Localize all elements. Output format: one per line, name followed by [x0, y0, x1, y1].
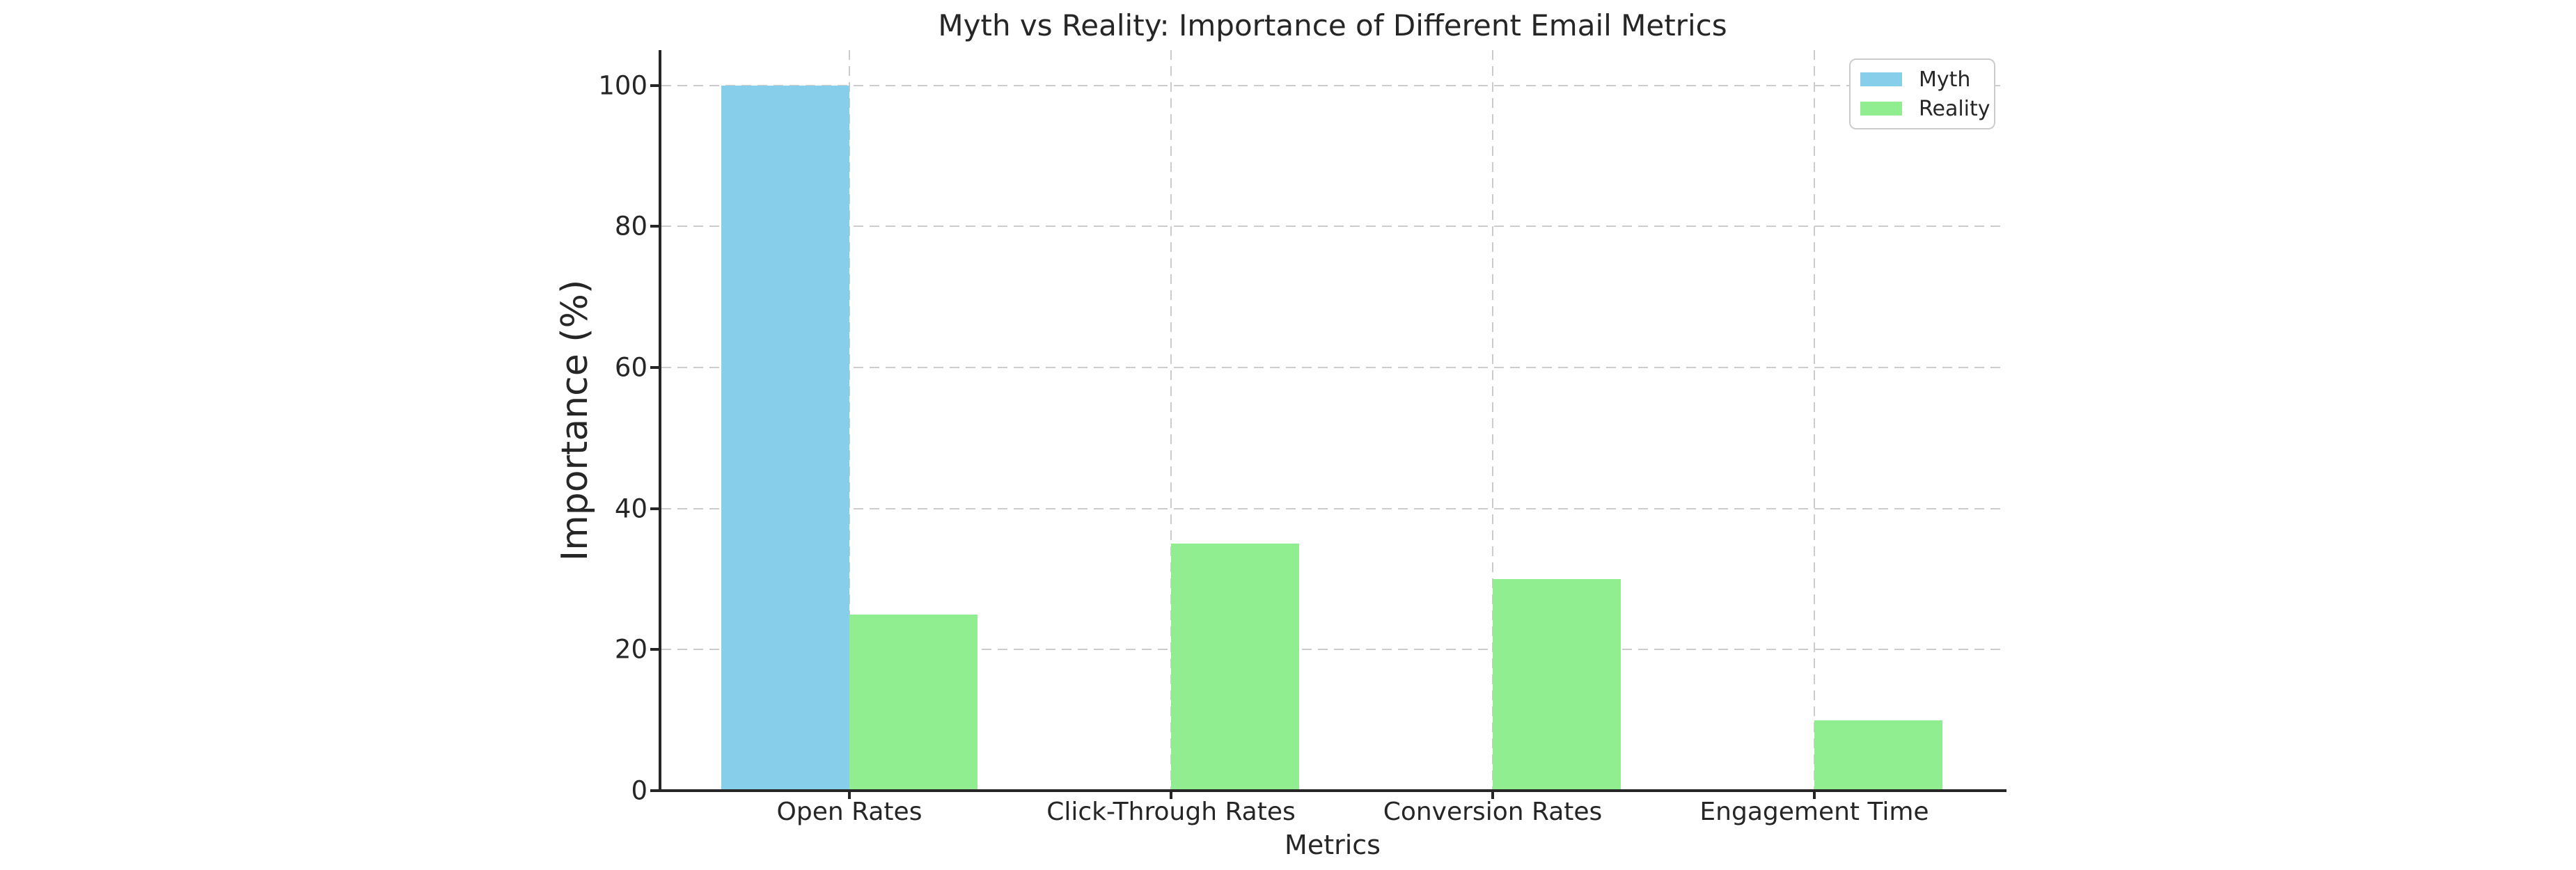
- gridline-x-open-rates: [849, 50, 850, 791]
- y-tick-mark-100: [650, 84, 660, 87]
- chart-title: Myth vs Reality: Importance of Different…: [938, 8, 1727, 42]
- y-tick-label-40: 40: [614, 493, 647, 524]
- bar-reality-open-rates: [849, 614, 977, 791]
- x-tick-mark-engagement-time: [1813, 791, 1816, 799]
- legend-label-myth: Myth: [1919, 67, 1971, 92]
- y-tick-label-0: 0: [631, 775, 647, 806]
- y-axis-spine: [659, 50, 661, 791]
- gridline-y-60: [661, 367, 2005, 368]
- gridline-x-conversion-rates: [1492, 50, 1493, 791]
- x-tick-label-open-rates: Open Rates: [776, 798, 922, 826]
- x-tick-label-conversion-rates: Conversion Rates: [1383, 798, 1603, 826]
- y-tick-label-60: 60: [614, 352, 647, 383]
- x-tick-mark-click-through-rates: [1170, 791, 1172, 799]
- y-tick-label-100: 100: [598, 70, 647, 101]
- y-tick-mark-40: [650, 507, 660, 510]
- x-axis-spine: [659, 789, 2006, 792]
- legend-swatch-reality-icon: [1860, 102, 1902, 116]
- legend: Myth Reality: [1849, 58, 1995, 129]
- x-tick-mark-conversion-rates: [1491, 791, 1494, 799]
- gridline-y-100: [661, 84, 2005, 86]
- legend-item-reality: Reality: [1859, 97, 1990, 121]
- legend-swatch-myth-icon: [1860, 72, 1902, 86]
- legend-label-reality: Reality: [1919, 96, 1990, 121]
- x-tick-label-engagement-time: Engagement Time: [1699, 798, 1929, 826]
- y-tick-label-80: 80: [614, 211, 647, 242]
- gridline-x-click-through-rates: [1170, 50, 1172, 791]
- x-tick-label-click-through-rates: Click-Through Rates: [1046, 798, 1296, 826]
- bar-myth-open-rates: [721, 85, 849, 791]
- x-axis-label: Metrics: [1285, 830, 1381, 860]
- gridline-x-engagement-time: [1814, 50, 1815, 791]
- y-tick-label-20: 20: [614, 634, 647, 665]
- y-tick-mark-60: [650, 366, 660, 369]
- bar-reality-conversion-rates: [1493, 579, 1621, 791]
- y-tick-mark-0: [650, 789, 660, 792]
- legend-item-myth: Myth: [1859, 67, 1986, 92]
- gridline-y-40: [661, 507, 2005, 509]
- y-tick-mark-20: [650, 648, 660, 651]
- gridline-y-20: [661, 649, 2005, 651]
- gridline-y-80: [661, 226, 2005, 228]
- y-tick-mark-80: [650, 225, 660, 228]
- plot-area: [650, 50, 2006, 799]
- x-tick-mark-open-rates: [848, 791, 851, 799]
- bar-reality-engagement-time: [1814, 720, 1942, 791]
- bar-reality-click-through-rates: [1171, 544, 1299, 791]
